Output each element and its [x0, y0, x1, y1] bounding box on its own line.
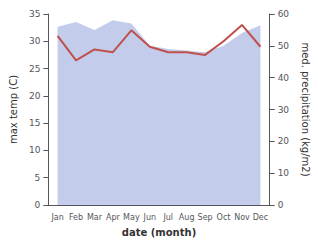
svg-text:20: 20	[278, 136, 290, 146]
svg-text:Feb: Feb	[69, 213, 83, 222]
svg-text:Dec: Dec	[253, 213, 268, 222]
svg-text:Aug: Aug	[179, 213, 195, 222]
svg-text:30: 30	[278, 105, 290, 115]
svg-text:5: 5	[35, 173, 41, 183]
svg-text:Jun: Jun	[143, 213, 157, 222]
svg-text:15: 15	[29, 118, 40, 128]
svg-text:Mar: Mar	[87, 213, 103, 222]
svg-text:50: 50	[278, 41, 290, 51]
svg-text:date (month): date (month)	[122, 227, 196, 238]
svg-text:10: 10	[29, 145, 41, 155]
svg-text:Jul: Jul	[162, 213, 173, 222]
svg-text:0: 0	[278, 200, 284, 210]
svg-text:60: 60	[278, 9, 290, 19]
svg-text:Apr: Apr	[106, 213, 121, 222]
svg-text:Sep: Sep	[198, 213, 213, 222]
svg-text:May: May	[123, 213, 140, 222]
svg-text:30: 30	[29, 36, 41, 46]
svg-text:Nov: Nov	[234, 213, 250, 222]
svg-text:35: 35	[29, 9, 40, 19]
svg-text:0: 0	[35, 200, 41, 210]
svg-text:25: 25	[29, 64, 40, 74]
svg-text:med. precipitation (kg/m2): med. precipitation (kg/m2)	[300, 42, 311, 176]
svg-text:max temp (C): max temp (C)	[8, 75, 19, 144]
svg-text:Oct: Oct	[217, 213, 231, 222]
svg-text:40: 40	[278, 73, 290, 83]
svg-text:10: 10	[278, 168, 290, 178]
svg-text:Jan: Jan	[50, 213, 63, 222]
svg-text:20: 20	[29, 91, 41, 101]
